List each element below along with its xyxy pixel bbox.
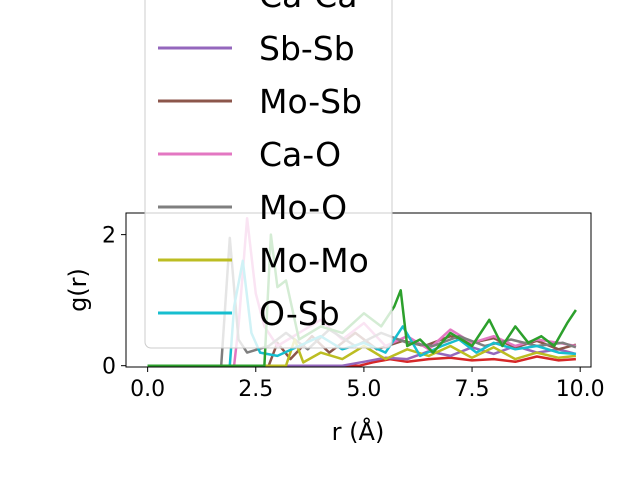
legend-label: Mo-Mo — [259, 241, 369, 280]
legend-item-mo-mo: Mo-Mo — [158, 241, 369, 280]
legend-item-mo-o: Mo-O — [158, 188, 347, 227]
x-tick-label: 2.5 — [238, 377, 273, 402]
x-axis-ticks: 0.0 2.5 5.0 7.5 10.0 — [130, 367, 605, 402]
y-axis-label: g(r) — [64, 268, 92, 312]
y-tick-label: 2 — [102, 224, 116, 249]
legend-items: Ca-Ca Sb-Sb Mo-Sb Ca-O Mo-O Mo-Mo O-Sb — [158, 0, 369, 333]
legend-label: Mo-Sb — [259, 82, 362, 121]
x-axis-label: r (Å) — [332, 417, 385, 446]
legend-label: Mo-O — [259, 188, 347, 227]
x-tick-label: 7.5 — [455, 377, 490, 402]
series-line-mo-mo — [147, 338, 577, 367]
legend-item-o-sb: O-Sb — [158, 294, 340, 333]
legend-item-ca-ca: Ca-Ca — [259, 0, 357, 15]
legend-label: Ca-O — [259, 135, 341, 174]
x-tick-label: 5.0 — [346, 377, 381, 402]
x-tick-label: 10.0 — [556, 377, 605, 402]
legend: Ca-Ca Sb-Sb Mo-Sb Ca-O Mo-O Mo-Mo O-Sb — [144, 0, 393, 349]
legend-label: Ca-Ca — [259, 0, 357, 15]
legend-item-ca-o: Ca-O — [158, 135, 341, 174]
x-tick-label: 0.0 — [130, 377, 165, 402]
legend-label: O-Sb — [259, 294, 340, 333]
series-line-ca-ca — [147, 355, 576, 367]
legend-item-mo-sb: Mo-Sb — [158, 82, 362, 121]
legend-item-sb-sb: Sb-Sb — [158, 29, 355, 68]
y-axis-ticks: 02 — [102, 224, 126, 380]
y-tick-label: 0 — [102, 355, 116, 380]
legend-label: Sb-Sb — [259, 29, 355, 68]
